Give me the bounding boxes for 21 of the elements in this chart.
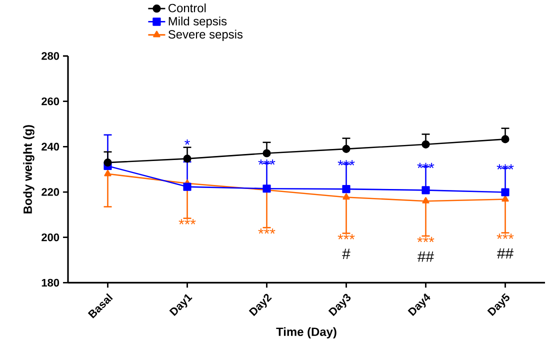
annotation: *** — [417, 236, 434, 242]
y-axis-title: Body weight (g) — [23, 125, 34, 214]
annotation: *** — [496, 234, 514, 239]
annotation: # — [342, 248, 350, 260]
annotation: *** — [178, 219, 196, 224]
annotation: * — [184, 139, 190, 145]
annotation: ## — [497, 248, 514, 259]
y-tick-label: 220 — [42, 188, 60, 196]
legend-label: Mild sepsis — [168, 16, 227, 28]
y-tick-label: 200 — [42, 233, 60, 242]
annotation: *** — [258, 159, 276, 165]
legend-label: Severe sepsis — [168, 30, 243, 41]
y-tick-label: 180 — [42, 278, 60, 287]
annotation: *** — [338, 234, 355, 240]
y-tick-label: 240 — [42, 142, 60, 151]
y-tick-label: 280 — [42, 52, 60, 60]
y-tick-label: 260 — [42, 97, 60, 106]
x-axis-title: Time (Day) — [276, 327, 336, 338]
annotation: *** — [258, 228, 276, 234]
annotation: ## — [418, 252, 434, 262]
legend-label: Control — [168, 4, 206, 12]
